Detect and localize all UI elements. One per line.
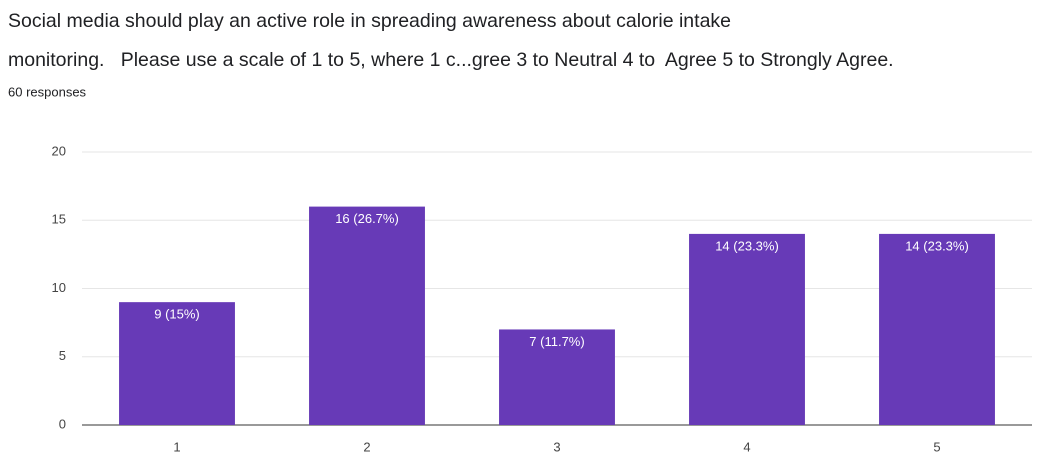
value-label: 9 (15%) bbox=[154, 307, 200, 322]
value-label: 14 (23.3%) bbox=[715, 238, 779, 253]
y-tick-label: 5 bbox=[59, 348, 66, 363]
y-tick-label: 20 bbox=[52, 143, 66, 158]
bar bbox=[309, 206, 425, 425]
bar bbox=[879, 233, 995, 425]
y-tick-label: 0 bbox=[59, 416, 66, 431]
chart-subtitle: 60 responses bbox=[8, 84, 87, 99]
bar bbox=[499, 329, 615, 425]
x-tick-label: 5 bbox=[933, 439, 940, 454]
x-tick-label: 2 bbox=[363, 439, 370, 454]
x-tick-label: 1 bbox=[173, 439, 180, 454]
chart-title-line: Social media should play an active role … bbox=[8, 10, 731, 32]
x-tick-label: 3 bbox=[553, 439, 560, 454]
y-tick-label: 15 bbox=[52, 212, 66, 227]
value-label: 16 (26.7%) bbox=[335, 211, 399, 226]
value-label: 14 (23.3%) bbox=[905, 238, 969, 253]
y-tick-label: 10 bbox=[52, 280, 66, 295]
bar bbox=[689, 233, 805, 425]
x-tick-label: 4 bbox=[743, 439, 750, 454]
bar bbox=[119, 302, 235, 425]
value-label: 7 (11.7%) bbox=[529, 334, 584, 349]
chart-title-line: monitoring. Please use a scale of 1 to 5… bbox=[8, 49, 894, 71]
